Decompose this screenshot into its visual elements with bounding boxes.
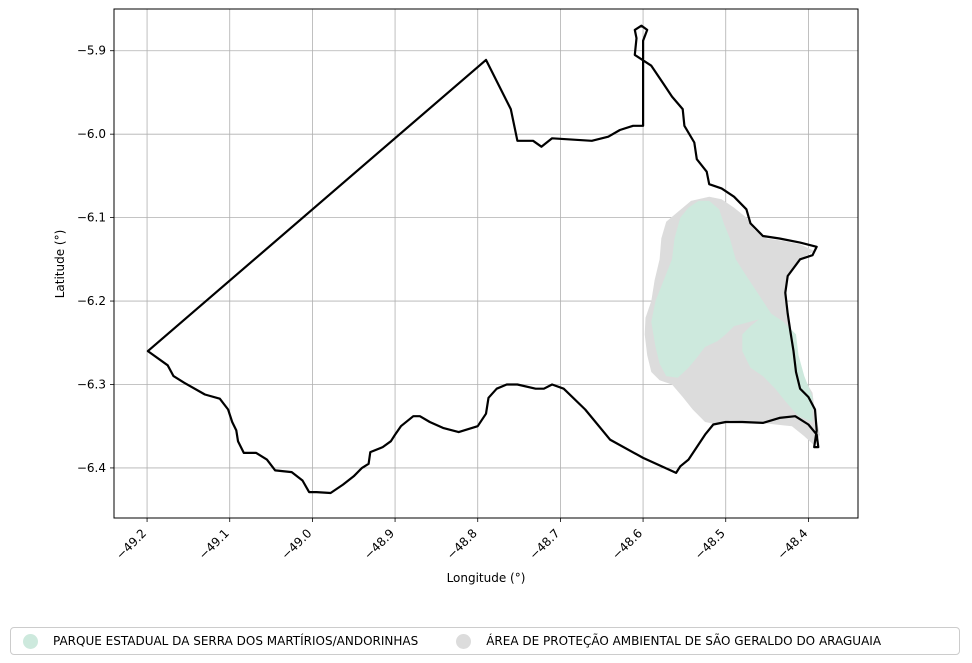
x-tick-label-5: −48.7: [527, 526, 563, 562]
y-tick-label-2: −6.1: [77, 211, 106, 225]
y-tick-label-1: −6.0: [77, 127, 106, 141]
x-axis-title: Longitude (°): [447, 571, 526, 585]
x-tick-label-1: −49.1: [196, 526, 232, 562]
legend-item-parque: PARQUE ESTADUAL DA SERRA DOS MARTÍRIOS/A…: [23, 633, 419, 649]
map-polygon-2: [146, 24, 820, 495]
y-tick-label-4: −6.3: [77, 377, 106, 391]
x-axis: −49.2 −49.1 −49.0 −48.9 −48.8 −48.7 −48.6 −48.5…: [113, 518, 811, 562]
y-axis: −5.9 −6.0 −6.1 −6.2 −6.3 −6.4: [77, 44, 114, 475]
y-tick-label-0: −5.9: [77, 44, 106, 58]
legend-label-parque: PARQUE ESTADUAL DA SERRA DOS MARTÍRIOS/A…: [53, 634, 419, 648]
y-axis-title: Latitude (°): [53, 230, 67, 299]
x-tick-label-2: −49.0: [279, 526, 315, 562]
x-tick-label-8: −48.4: [775, 526, 811, 562]
legend-marker-parque: [23, 633, 38, 649]
legend-marker-apa: [456, 633, 472, 649]
legend: PARQUE ESTADUAL DA SERRA DOS MARTÍRIOS/A…: [10, 627, 960, 655]
x-tick-label-3: −48.9: [361, 526, 397, 562]
map-layers: [146, 24, 820, 495]
legend-item-apa: ÁREA DE PROTEÇÃO AMBIENTAL DE SÃO GERALD…: [456, 633, 882, 649]
legend-label-apa: ÁREA DE PROTEÇÃO AMBIENTAL DE SÃO GERALD…: [486, 634, 882, 648]
x-tick-label-7: −48.5: [692, 526, 728, 562]
map-polygon-1: [651, 200, 813, 422]
x-tick-label-0: −49.2: [113, 526, 149, 562]
plot-frame: [113, 8, 859, 519]
x-tick-label-6: −48.6: [609, 526, 645, 562]
x-tick-label-4: −48.8: [444, 526, 480, 562]
y-tick-label-3: −6.2: [77, 294, 106, 308]
y-tick-label-5: −6.4: [77, 461, 106, 475]
